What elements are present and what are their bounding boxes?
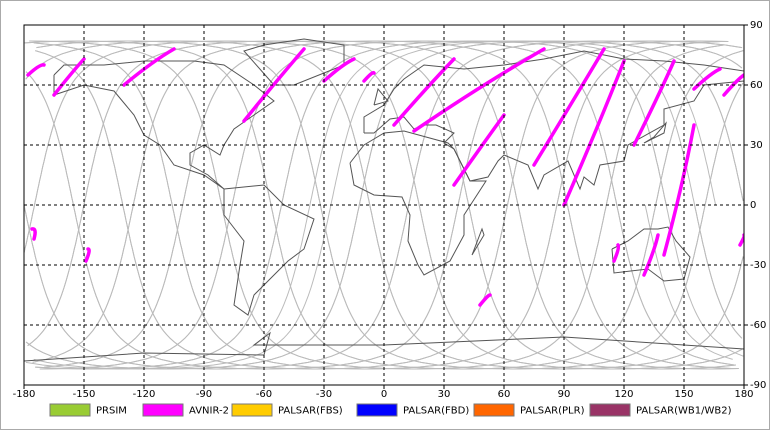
swath xyxy=(692,67,722,91)
x-tick-label: -90 xyxy=(196,389,212,400)
legend-label: AVNIR-2 xyxy=(189,406,229,417)
coastline xyxy=(24,331,744,362)
x-tick-label: -150 xyxy=(73,389,96,400)
swath xyxy=(642,233,660,277)
observation-swaths xyxy=(26,47,744,307)
y-tick-label: -60 xyxy=(750,320,766,331)
legend: PRSIM AVNIR-2 PALSAR(FBS) PALSAR(FBD) PALSAR… xyxy=(49,403,732,417)
coastline xyxy=(243,38,345,86)
legend-label: PRSIM xyxy=(96,406,127,417)
legend-swatch xyxy=(49,403,91,417)
swath xyxy=(632,59,676,147)
coastline xyxy=(53,60,275,190)
legend-label: PALSAR(FBS) xyxy=(278,406,343,417)
plot-border xyxy=(23,24,745,386)
swath xyxy=(562,59,626,207)
x-tick-label: -120 xyxy=(133,389,156,400)
swath xyxy=(662,123,696,257)
swath xyxy=(532,47,606,167)
ground-tracks xyxy=(24,40,744,370)
swath xyxy=(722,73,744,97)
y-tick-label: 0 xyxy=(750,200,756,211)
x-tick-label: -180 xyxy=(13,389,36,400)
y-tick-label: -30 xyxy=(750,260,766,271)
coastline xyxy=(349,130,487,276)
swath xyxy=(412,47,546,133)
swath xyxy=(392,57,456,127)
x-tick-label: -60 xyxy=(256,389,272,400)
legend-swatch xyxy=(589,403,631,417)
legend-swatch xyxy=(142,403,184,417)
ground-track xyxy=(33,40,744,370)
x-tick-label: 180 xyxy=(734,389,753,400)
y-tick-label: 90 xyxy=(750,20,763,31)
swath xyxy=(322,57,356,83)
x-tick-label: 120 xyxy=(614,389,633,400)
legend-label: PALSAR(FBD) xyxy=(403,406,469,417)
swath xyxy=(52,57,86,97)
x-tick-label: -30 xyxy=(316,389,332,400)
swath xyxy=(478,293,492,307)
swath xyxy=(612,243,621,263)
swath xyxy=(122,47,176,87)
swath xyxy=(362,70,376,83)
swath xyxy=(452,113,506,187)
x-tick-label: 0 xyxy=(381,389,387,400)
legend-swatch xyxy=(473,403,515,417)
legend-label: PALSAR(PLR) xyxy=(520,406,585,417)
x-tick-label: 60 xyxy=(498,389,511,400)
swath xyxy=(26,63,46,77)
swath xyxy=(738,233,744,247)
swath xyxy=(84,247,91,263)
legend-swatch xyxy=(356,403,398,417)
y-tick-label: 30 xyxy=(750,140,763,151)
coastlines xyxy=(24,38,744,362)
x-tick-label: 30 xyxy=(438,389,451,400)
coastline xyxy=(611,226,691,282)
y-tick-label: 60 xyxy=(750,80,763,91)
legend-label: PALSAR(WB1/WB2) xyxy=(636,406,732,417)
coastline xyxy=(643,121,667,144)
swath xyxy=(242,47,306,123)
coastline xyxy=(373,87,389,106)
axis-labels: -180 -150 -120 -90 -60 -30 0 30 60 90 120 150 180-90… xyxy=(13,20,767,400)
coastline xyxy=(223,184,315,316)
y-tick-label: -90 xyxy=(750,380,766,391)
swath xyxy=(30,227,37,241)
x-tick-label: 150 xyxy=(674,389,693,400)
x-tick-label: 90 xyxy=(558,389,571,400)
legend-swatch xyxy=(231,403,273,417)
coastline xyxy=(471,227,485,256)
coastline xyxy=(363,50,744,191)
